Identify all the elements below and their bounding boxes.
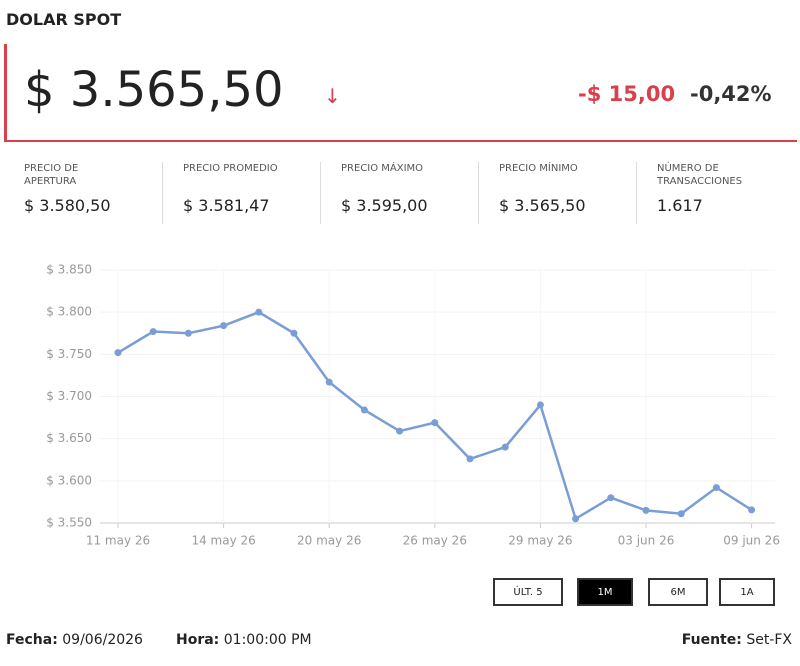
point	[220, 322, 228, 330]
x-tick-label: 14 may 26	[191, 534, 255, 548]
source: Fuente: Set-FX	[682, 632, 792, 648]
point	[712, 484, 720, 492]
stat-value: $ 3.581,47	[183, 196, 270, 215]
stat: PRECIO PROMEDIO $ 3.581,47	[162, 162, 323, 224]
source-label: Fuente:	[681, 632, 742, 648]
point	[360, 406, 368, 414]
stat-label: PRECIO MÁXIMO	[341, 163, 424, 174]
stat-label: PRECIO PROMEDIO	[183, 163, 278, 174]
point	[431, 419, 439, 427]
price-box	[4, 44, 797, 142]
range-button[interactable]: ÚLT. 5	[493, 578, 563, 606]
point	[642, 506, 650, 514]
point	[572, 515, 580, 523]
x-tick-label: 03 jun 26	[618, 534, 675, 548]
y-tick-label: $ 3.650	[46, 431, 92, 445]
point	[255, 308, 263, 316]
point	[396, 427, 404, 435]
y-tick-label: $ 3.700	[46, 389, 92, 403]
time: Hora: 01:00:00 PM	[176, 632, 312, 648]
stat-value: 1.617	[657, 196, 703, 215]
stat: PRECIO MÍNIMO $ 3.565,50	[478, 162, 639, 224]
y-tick-label: $ 3.800	[46, 305, 92, 319]
point	[466, 455, 474, 463]
price: $ 3.565,50	[24, 62, 284, 118]
change: -$ 15,00	[578, 82, 676, 106]
range-button[interactable]: 1M	[577, 578, 633, 606]
time-label: Hora:	[176, 632, 220, 648]
y-tick-label: $ 3.600	[46, 473, 92, 487]
date-label: Fecha:	[6, 632, 58, 648]
date: Fecha: 09/06/2026	[6, 632, 143, 648]
point	[748, 506, 756, 514]
stat: NÚMERO DE TRANSACCIONES 1.617	[636, 162, 797, 224]
source-value: Set-FX	[746, 632, 792, 648]
x-tick-label: 20 may 26	[297, 534, 361, 548]
stat-value: $ 3.580,50	[24, 196, 111, 215]
x-tick-label: 11 may 26	[86, 534, 150, 548]
date-value: 09/06/2026	[62, 632, 143, 648]
point	[114, 349, 122, 357]
time-value: 01:00:00 PM	[223, 632, 312, 648]
x-tick-label: 29 may 26	[508, 534, 572, 548]
down-arrow: ↓	[324, 84, 341, 108]
change-pct: -0,42%	[690, 82, 772, 106]
chart: $ 3.550 $ 3.600 $ 3.650 $ 3.700 $ 3.750 $ 3.8…	[46, 263, 780, 548]
point	[536, 401, 544, 409]
point	[290, 329, 298, 337]
range-button[interactable]: 6M	[648, 578, 708, 606]
title: DOLAR SPOT	[6, 10, 122, 29]
stat-label: PRECIO DE APERTURA	[24, 163, 79, 187]
stat: PRECIO DE APERTURA $ 3.580,50	[4, 162, 164, 224]
point	[149, 328, 157, 336]
stat-value: $ 3.595,00	[341, 196, 428, 215]
y-tick-label: $ 3.550	[46, 516, 92, 530]
point	[607, 494, 615, 502]
stat-label: NÚMERO DE TRANSACCIONES	[657, 163, 743, 187]
y-tick-label: $ 3.850	[46, 263, 92, 277]
x-tick-label: 09 jun 26	[723, 534, 780, 548]
point	[184, 329, 192, 337]
stat-value: $ 3.565,50	[499, 196, 586, 215]
x-tick-label: 26 may 26	[403, 534, 467, 548]
point	[501, 443, 509, 451]
point	[677, 510, 685, 518]
range-button[interactable]: 1A	[719, 578, 775, 606]
y-tick-label: $ 3.750	[46, 347, 92, 361]
point	[325, 378, 333, 386]
stat-label: PRECIO MÍNIMO	[499, 163, 578, 174]
stat: PRECIO MÁXIMO $ 3.595,00	[320, 162, 481, 224]
